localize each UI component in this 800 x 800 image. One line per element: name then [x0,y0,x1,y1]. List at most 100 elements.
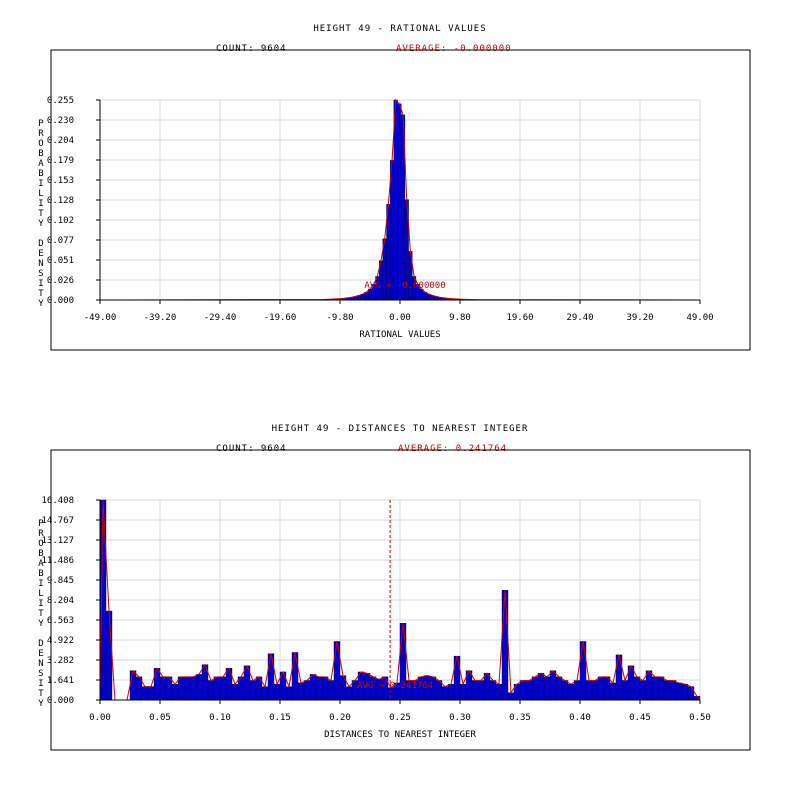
chart1-y-axis-title-letter: P [38,119,44,129]
chart2-bar [207,680,215,701]
chart1-y-tick-label: 0.230 [47,116,74,126]
chart2-y-axis-title-letter: L [38,589,43,599]
chart2-bar [165,676,173,701]
chart1-y-tick-label: 0.102 [47,216,74,226]
chart2-x-tick-label: 0.15 [269,713,291,723]
chart1-y-axis-title-letter: B [38,169,43,179]
chart2-bar [669,680,677,701]
chart2-density-curve [99,499,701,701]
chart2-bar [651,676,659,701]
chart1-x-tick-label: -49.00 [84,313,117,323]
chart2-y-axis-title-letter: Y [38,619,44,629]
chart2-bar [471,680,479,701]
chart2-y-tick-label: 1.641 [47,676,74,686]
chart2-bar [657,676,665,701]
chart2-bar [681,683,689,701]
chart2-y-tick-label: 6.563 [47,616,74,626]
chart2-frame [50,449,751,751]
chart2-bar [441,686,449,701]
chart2-bar [447,683,455,701]
chart2-y-axis-title-letter: N [38,659,43,669]
chart1-y-axis-title-letter: D [38,239,43,249]
chart1-y-axis-title-letter: I [38,179,43,189]
chart2-bar [675,682,683,701]
chart2-bar [213,676,221,701]
chart2-bar [543,676,551,701]
chart2-bar [633,676,641,701]
chart1-y-axis-title-letter: N [38,259,43,269]
chart2-bar [639,680,647,701]
chart1-y-axis-title-letter: Y [38,219,44,229]
chart2-y-axis-title-letter: E [38,649,43,659]
chart2-bar [273,683,281,701]
chart2-bar [579,641,587,701]
chart2-x-tick-label: 0.50 [689,713,711,723]
chart1-y-axis-title-letter: S [38,269,43,279]
chart2-bar [261,686,269,701]
chart1-y-axis-title-letter: O [38,139,43,149]
chart2-y-tick-label: 16.408 [41,496,74,506]
chart1-y-tick-label: 0.153 [47,176,74,186]
chart2-y-axis-title-letter: D [38,639,43,649]
chart2-x-tick-label: 0.20 [329,713,351,723]
chart2-bar [519,680,527,701]
chart1-y-tick-label: 0.051 [47,256,74,266]
chart2-bar [459,683,467,701]
chart2-bar [645,670,653,701]
chart2-bar [153,668,161,701]
chart2-bar [303,680,311,701]
chart2-bar [189,676,197,701]
chart2-bar [141,686,149,701]
chart2-x-tick-label: 0.10 [209,713,231,723]
chart2-bar [549,670,557,701]
chart1-y-tick-label: 0.204 [47,136,74,146]
chart2-y-tick-label: 11.486 [41,556,74,566]
chart2-bar [567,683,575,701]
chart2-bar [285,686,293,701]
chart1-y-axis-title-letter: L [38,189,43,199]
chart1-y-axis-title-letter: R [38,129,44,139]
chart1-y-axis-title-letter: A [38,159,44,169]
chart1-x-tick-label: 29.40 [566,313,593,323]
chart2-bar [687,686,695,701]
chart2-bar [171,683,179,701]
chart2-bar [597,676,605,701]
chart2-bar [603,676,611,701]
chart2-bar [495,683,503,701]
chart1-count: COUNT: 9604 [216,44,287,54]
chart2-bar [573,680,581,701]
chart2-bar [435,680,443,701]
chart2-bar [609,682,617,701]
chart2-bar [309,674,317,701]
chart1-average-marker-label: AVG = -0.000000 [364,281,445,291]
chart1-y-tick-label: 0.179 [47,156,74,166]
chart1-y-axis-title-letter: E [38,249,43,259]
chart1-y-axis-title-letter: Y [38,299,44,309]
chart1-x-tick-label: 0.00 [389,313,411,323]
chart1-x-tick-label: -9.80 [326,313,353,323]
chart2-bar [159,676,167,701]
chart2-bar [453,655,461,701]
chart2-bar [561,680,569,701]
chart1-y-axis-title-letter: T [38,209,44,219]
chart1-y-tick-label: 0.000 [47,296,74,306]
chart1-x-tick-label: -39.20 [144,313,177,323]
chart2-bar [195,674,203,701]
chart2-bar [177,676,185,701]
chart2-x-tick-label: 0.35 [509,713,531,723]
chart1-y-tick-label: 0.128 [47,196,74,206]
chart1-y-tick-label: 0.077 [47,236,74,246]
chart2-bar [345,686,353,701]
chart1-rational-values: -49.00 -39.20 -29.40 -19.60 -9.80 0.00 9.80 19.… [38,49,751,351]
chart1-x-tick-label: 49.00 [686,313,713,323]
chart1-y-tick-label: 0.026 [47,276,74,286]
chart2-bar [267,653,275,701]
chart2-y-axis-title-letter: B [38,549,43,559]
chart1-density-curve [99,98,701,301]
chart2-bar [297,682,305,701]
chart2-x-tick-label: 0.25 [389,713,411,723]
chart2-bar [219,676,227,701]
chart1-x-tick-label: 9.80 [449,313,471,323]
chart2-bar [615,654,623,701]
chart2-bar [333,641,341,701]
